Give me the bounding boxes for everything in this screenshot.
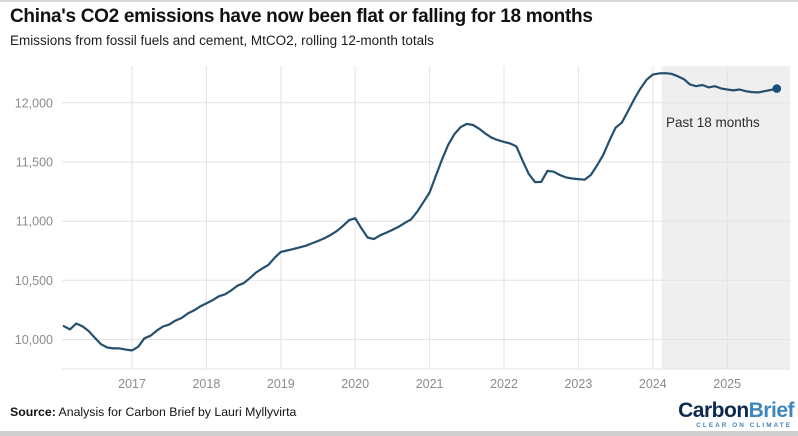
card-edge-top <box>0 0 798 2</box>
emissions-line[interactable] <box>62 72 778 352</box>
carbonbrief-logo: CarbonBrief CLEAR ON CLIMATE <box>678 400 794 429</box>
y-tick-label: 11,500 <box>16 156 53 170</box>
x-tick-label: 2020 <box>341 377 369 391</box>
logo-wordmark: CarbonBrief <box>678 400 794 421</box>
x-tick-label: 2022 <box>490 377 518 391</box>
chart-subtitle: Emissions from fossil fuels and cement, … <box>10 33 434 48</box>
source-text: Analysis for Carbon Brief by Lauri Mylly… <box>55 405 297 419</box>
x-tick-label: 2023 <box>564 377 592 391</box>
logo-tagline: CLEAR ON CLIMATE <box>696 422 792 429</box>
card-edge-bottom <box>0 431 798 436</box>
series-end-dot[interactable] <box>772 84 782 93</box>
x-tick-label: 2018 <box>192 377 220 391</box>
y-tick-label: 11,000 <box>16 215 53 229</box>
y-tick-label: 10,500 <box>15 274 53 288</box>
y-tick-label: 10,000 <box>15 333 53 347</box>
x-tick-label: 2019 <box>267 377 295 391</box>
y-tick-label: 12,000 <box>15 96 53 110</box>
x-tick-label: 2025 <box>713 377 741 391</box>
source-label: Source: <box>10 405 56 419</box>
source-note: Source: Analysis for Carbon Brief by Lau… <box>10 405 296 419</box>
chart-title: China's CO2 emissions have now been flat… <box>10 6 593 27</box>
logo-brief: Brief <box>748 399 795 422</box>
highlight-region <box>661 66 790 369</box>
x-tick-label: 2024 <box>639 377 667 391</box>
x-tick-label: 2017 <box>118 377 146 391</box>
logo-carbon: Carbon <box>678 399 749 422</box>
x-tick-label: 2021 <box>416 377 444 391</box>
past-18-months-label: Past 18 months <box>666 115 760 130</box>
